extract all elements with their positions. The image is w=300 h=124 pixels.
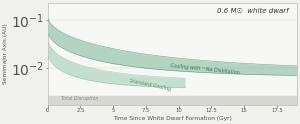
- Text: Standard Cooling: Standard Cooling: [129, 78, 171, 92]
- X-axis label: Time Since White Dwarf Formation (Gyr): Time Since White Dwarf Formation (Gyr): [112, 116, 232, 121]
- Text: 0.6 M☉  white dwarf: 0.6 M☉ white dwarf: [218, 8, 289, 14]
- Text: Cooling with ¹³Ne Distillation: Cooling with ¹³Ne Distillation: [170, 63, 240, 76]
- Y-axis label: Semimajor Axis (AU): Semimajor Axis (AU): [4, 24, 8, 84]
- Text: Total Disruption: Total Disruption: [61, 96, 98, 101]
